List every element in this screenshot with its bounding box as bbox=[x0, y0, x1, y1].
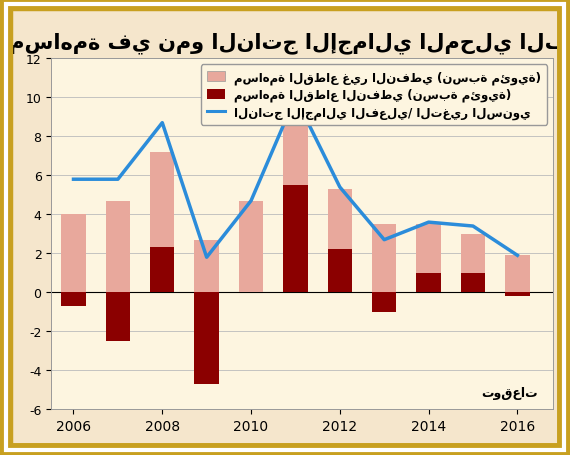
Bar bbox=[283, 98, 308, 293]
Bar bbox=[461, 234, 485, 293]
Bar bbox=[328, 250, 352, 293]
Bar bbox=[150, 248, 174, 293]
Bar bbox=[194, 240, 219, 293]
Bar bbox=[239, 201, 263, 293]
Bar bbox=[150, 152, 174, 293]
Bar bbox=[105, 293, 130, 341]
Bar bbox=[328, 190, 352, 293]
Bar bbox=[505, 293, 530, 297]
Bar bbox=[372, 225, 396, 293]
Bar bbox=[194, 293, 219, 384]
Bar bbox=[372, 293, 396, 312]
Legend: مساهمة القطاع غير النفطي (نسبة مئوية), مساهمة القطاع النفطي (نسبة مئوية), الناتج: مساهمة القطاع غير النفطي (نسبة مئوية), م… bbox=[201, 65, 547, 126]
Bar bbox=[62, 293, 86, 306]
Bar bbox=[417, 225, 441, 293]
Text: توقعات: توقعات bbox=[481, 386, 538, 399]
Title: المساهمة في نمو الناتج الإجمالي المحلي الفعلي: المساهمة في نمو الناتج الإجمالي المحلي ا… bbox=[0, 32, 570, 54]
Bar bbox=[105, 201, 130, 293]
Bar bbox=[417, 273, 441, 293]
Bar bbox=[62, 215, 86, 293]
Bar bbox=[283, 186, 308, 293]
Bar bbox=[505, 256, 530, 293]
Bar bbox=[461, 273, 485, 293]
